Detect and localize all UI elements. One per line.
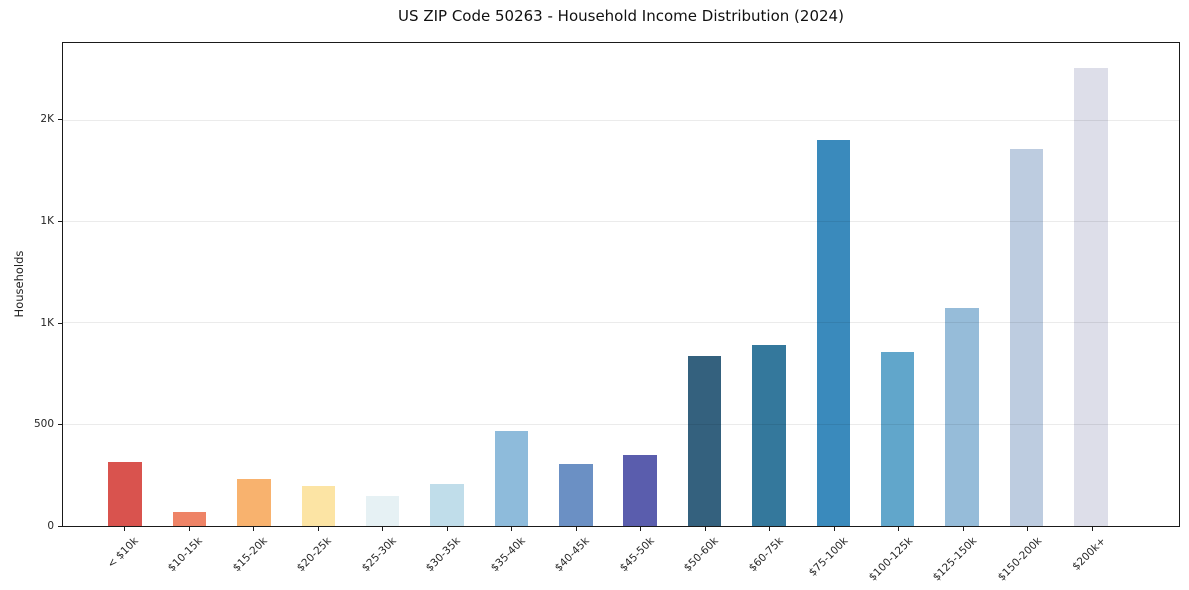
bar-slot: [286, 43, 350, 526]
bar: [816, 140, 851, 526]
x-tick-label: $25-30k: [359, 535, 399, 575]
bar-slot: [157, 43, 221, 526]
x-tick-label: $45-50k: [617, 535, 657, 575]
bar: [365, 495, 400, 526]
y-tick-mark: [58, 220, 62, 222]
x-tick-mark: [446, 527, 448, 531]
bar: [752, 344, 786, 526]
bar-slot: [222, 43, 286, 526]
x-tick-label: $125-150k: [930, 535, 980, 584]
x-tick-mark: [511, 527, 513, 531]
y-tick-mark: [58, 119, 62, 121]
plot-area: [62, 42, 1180, 527]
x-tick-label: $60-75k: [746, 535, 786, 575]
x-tick-mark: [962, 527, 964, 531]
bar: [687, 355, 722, 526]
bar: [1074, 68, 1108, 526]
x-tick-mark: [640, 527, 642, 531]
bar-slot: [93, 43, 157, 526]
x-tick-label: $100-125k: [866, 535, 915, 584]
bar-slot: [994, 43, 1058, 526]
bars-container: [93, 43, 1123, 526]
bar-slot: [479, 43, 543, 526]
x-tick-label: $150-200k: [995, 535, 1044, 584]
bar: [623, 455, 657, 526]
x-tick-label: $75-100k: [806, 535, 851, 579]
bar-slot: [737, 43, 801, 526]
y-tick-label: 1K: [40, 316, 54, 329]
bar: [172, 511, 207, 526]
x-tick-mark: [317, 527, 319, 531]
bar-slot: [351, 43, 415, 526]
x-tick-label: $200k+: [1070, 535, 1109, 573]
y-tick-mark: [58, 526, 62, 527]
x-tick-mark: [575, 527, 577, 531]
x-tick-label: $20-25k: [295, 535, 335, 575]
x-tick-label: $30-35k: [424, 535, 464, 575]
x-tick-mark: [769, 527, 771, 531]
x-tick-mark: [124, 527, 126, 531]
bar-slot: [672, 43, 736, 526]
bar: [559, 464, 593, 526]
x-tick-mark: [382, 527, 384, 531]
chart-title: US ZIP Code 50263 - Household Income Dis…: [398, 7, 844, 25]
bar-slot: [1059, 43, 1123, 526]
x-tick-label: $15-20k: [230, 535, 270, 575]
bar-slot: [415, 43, 479, 526]
bar: [945, 308, 979, 526]
bar: [880, 351, 915, 526]
y-tick-label: 500: [33, 418, 54, 431]
x-tick-label: $50-60k: [682, 535, 722, 575]
y-tick-label: 1K: [40, 214, 54, 227]
y-axis-label: Households: [12, 250, 26, 318]
bar-slot: [544, 43, 608, 526]
x-tick-mark: [898, 527, 900, 531]
x-tick-mark: [704, 527, 706, 531]
bar: [301, 485, 336, 526]
x-tick-mark: [253, 527, 255, 531]
x-tick-label: $35-40k: [488, 535, 528, 575]
bar-slot: [930, 43, 994, 526]
x-tick-mark: [1027, 527, 1029, 531]
bar-slot: [801, 43, 865, 526]
y-tick-label: 2K: [40, 113, 54, 126]
bar: [108, 462, 142, 526]
bar-slot: [608, 43, 672, 526]
x-tick-label: $40-45k: [553, 535, 593, 575]
bar-slot: [866, 43, 930, 526]
x-tick-mark: [833, 527, 835, 531]
x-tick-label: $10-15k: [166, 535, 206, 575]
bar: [430, 484, 464, 526]
y-tick-mark: [58, 322, 62, 324]
bar: [237, 479, 271, 526]
bar: [1009, 149, 1044, 526]
x-tick-label: < $10k: [105, 535, 141, 571]
y-tick-label: 0: [47, 520, 54, 532]
bar: [494, 430, 529, 526]
y-tick-mark: [58, 424, 62, 426]
x-tick-mark: [188, 527, 190, 531]
x-tick-mark: [1091, 527, 1093, 531]
